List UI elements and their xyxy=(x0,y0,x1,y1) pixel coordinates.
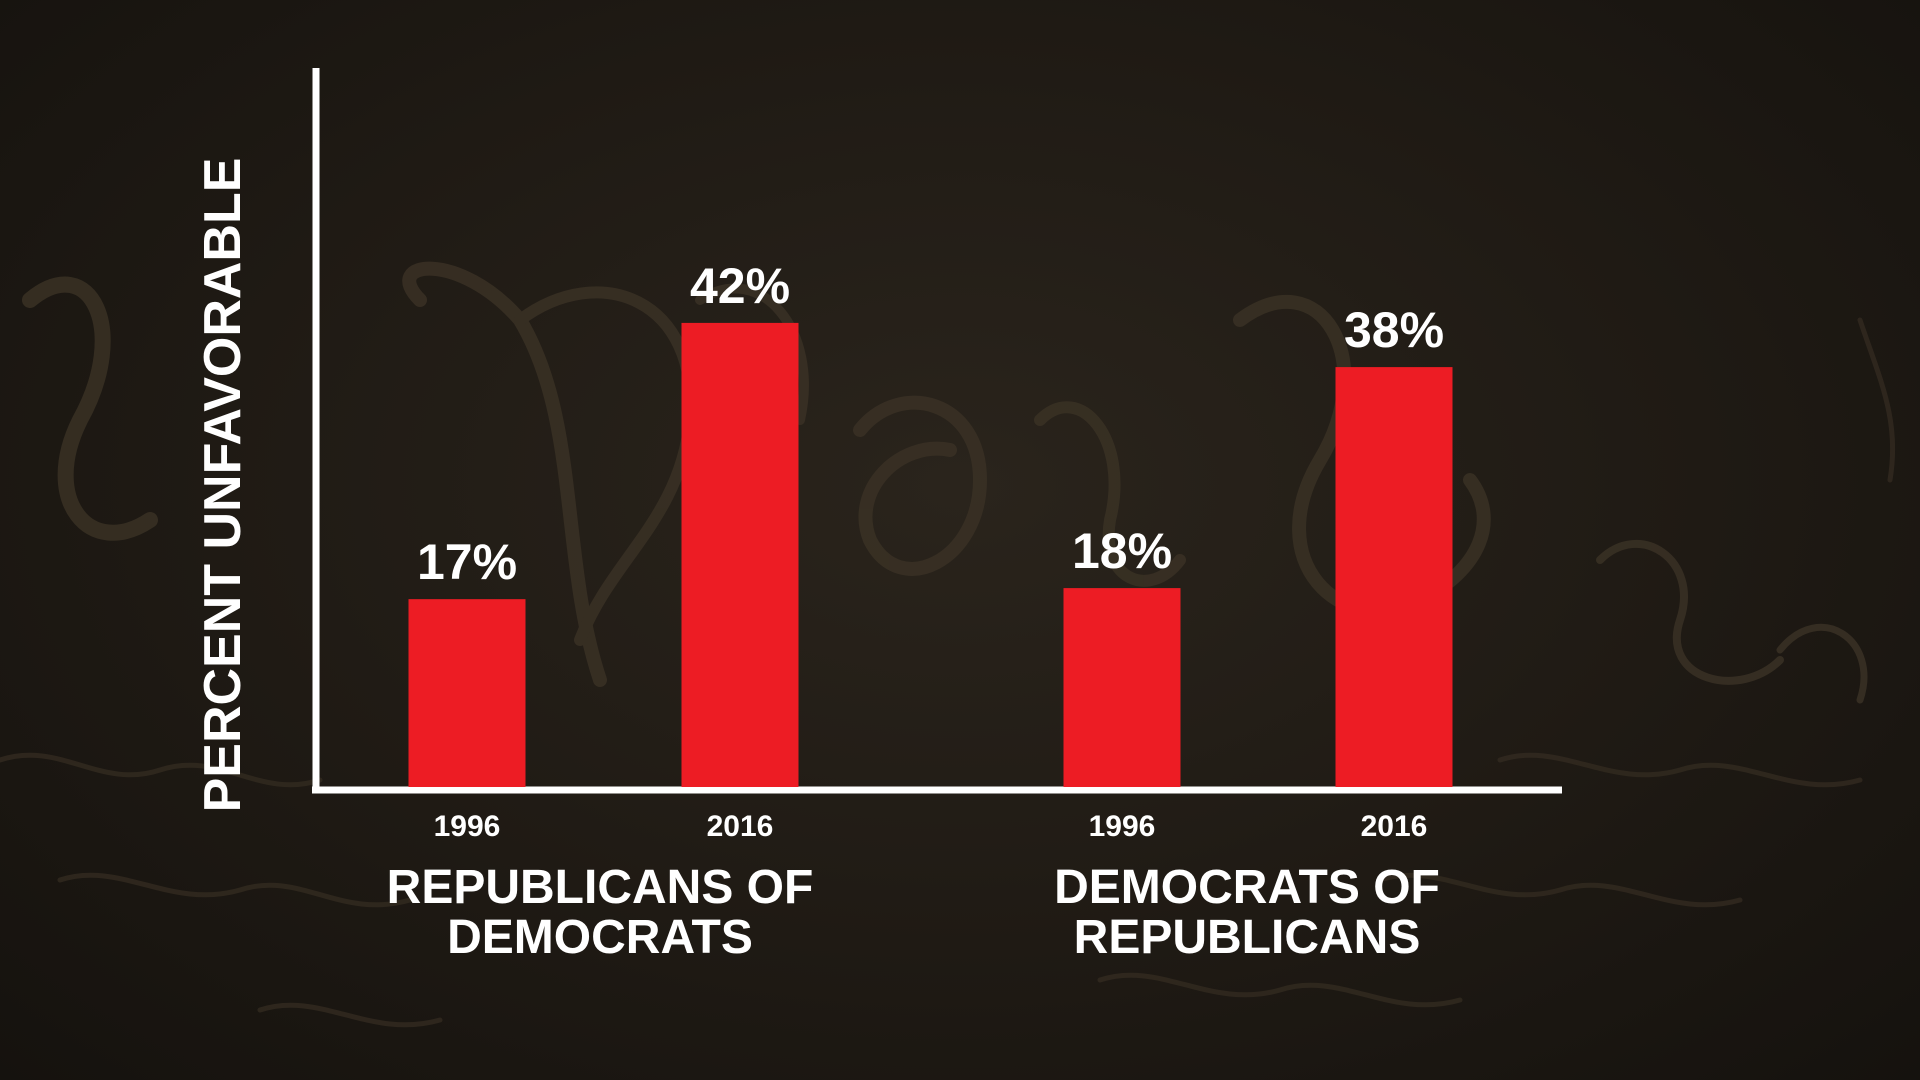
value-label-democrats-of-republicans-1996: 18% xyxy=(1072,523,1172,579)
value-label-republicans-of-democrats-1996: 17% xyxy=(417,534,517,590)
value-label-democrats-of-republicans-2016: 38% xyxy=(1344,302,1444,358)
tick-label-democrats-of-republicans-2016: 2016 xyxy=(1361,810,1428,843)
value-label-republicans-of-democrats-2016: 42% xyxy=(690,258,790,314)
y-axis-label: PERCENT UNFAVORABLE xyxy=(194,158,252,813)
group-label-republicans-of-democrats-line2: DEMOCRATS xyxy=(447,911,753,964)
tick-label-republicans-of-democrats-1996: 1996 xyxy=(434,810,501,843)
bar-democrats-of-republicans-1996 xyxy=(1063,588,1181,787)
group-label-republicans-of-democrats-line1: REPUBLICANS OF xyxy=(387,861,814,914)
bar-republicans-of-democrats-1996 xyxy=(408,599,526,787)
tick-label-republicans-of-democrats-2016: 2016 xyxy=(707,810,774,843)
group-label-democrats-of-republicans-line1: DEMOCRATS OF xyxy=(1054,861,1440,914)
bar-democrats-of-republicans-2016 xyxy=(1335,367,1453,787)
group-label-democrats-of-republicans-line2: REPUBLICANS xyxy=(1074,911,1421,964)
bar-republicans-of-democrats-2016 xyxy=(681,322,799,787)
tick-label-democrats-of-republicans-1996: 1996 xyxy=(1089,810,1156,843)
